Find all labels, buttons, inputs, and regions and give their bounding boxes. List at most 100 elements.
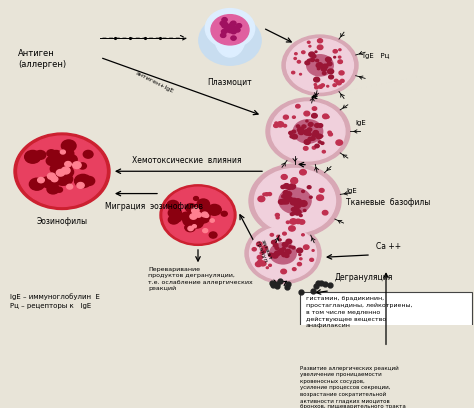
Circle shape <box>286 239 292 244</box>
Circle shape <box>299 220 305 224</box>
Circle shape <box>317 195 324 200</box>
Circle shape <box>310 137 315 140</box>
Circle shape <box>285 196 292 202</box>
Circle shape <box>263 251 265 253</box>
Text: Миграция  эозинофилов: Миграция эозинофилов <box>105 202 203 211</box>
Circle shape <box>55 165 69 176</box>
Circle shape <box>61 140 76 152</box>
Circle shape <box>77 182 84 188</box>
Circle shape <box>67 184 73 189</box>
Circle shape <box>292 199 296 203</box>
Circle shape <box>210 219 214 222</box>
Circle shape <box>292 130 296 133</box>
Circle shape <box>297 262 301 266</box>
Circle shape <box>310 258 313 261</box>
Circle shape <box>303 209 306 211</box>
Circle shape <box>308 133 311 135</box>
Circle shape <box>300 170 306 175</box>
Circle shape <box>29 178 45 190</box>
Circle shape <box>321 142 324 144</box>
Circle shape <box>321 67 327 71</box>
Circle shape <box>197 199 210 209</box>
Circle shape <box>293 135 297 137</box>
Circle shape <box>299 254 301 255</box>
Text: IgE   Рц: IgE Рц <box>363 53 389 60</box>
Circle shape <box>307 60 310 62</box>
Circle shape <box>188 215 199 224</box>
Circle shape <box>237 24 242 28</box>
Circle shape <box>312 107 317 110</box>
Circle shape <box>327 62 332 66</box>
Circle shape <box>281 185 285 188</box>
Circle shape <box>281 252 284 255</box>
Circle shape <box>328 75 334 79</box>
Circle shape <box>303 146 308 150</box>
Circle shape <box>59 166 73 178</box>
Circle shape <box>301 190 304 193</box>
Circle shape <box>296 200 299 203</box>
Circle shape <box>56 187 63 192</box>
Circle shape <box>318 141 321 143</box>
Circle shape <box>221 211 227 216</box>
Circle shape <box>295 219 301 224</box>
Circle shape <box>306 120 308 122</box>
Circle shape <box>222 18 227 22</box>
Circle shape <box>312 115 315 117</box>
Text: IgE – иммуноглобулин  Е
Рц – рецепторы к   IgE: IgE – иммуноглобулин Е Рц – рецепторы к … <box>10 293 100 309</box>
Circle shape <box>277 235 280 237</box>
Circle shape <box>273 244 278 247</box>
Circle shape <box>333 50 337 53</box>
Circle shape <box>283 124 287 127</box>
Circle shape <box>255 262 262 266</box>
Circle shape <box>299 204 302 206</box>
Circle shape <box>289 246 292 248</box>
Circle shape <box>326 57 331 62</box>
Circle shape <box>294 199 301 204</box>
Circle shape <box>311 55 316 58</box>
Circle shape <box>305 130 310 135</box>
Circle shape <box>339 49 341 51</box>
Circle shape <box>328 70 333 73</box>
Circle shape <box>190 213 199 221</box>
Circle shape <box>191 208 199 214</box>
Circle shape <box>304 130 310 135</box>
Circle shape <box>208 204 221 215</box>
Circle shape <box>196 212 210 223</box>
Circle shape <box>59 173 73 185</box>
Circle shape <box>296 104 300 108</box>
Circle shape <box>185 224 195 232</box>
Circle shape <box>339 71 344 75</box>
Circle shape <box>282 248 285 250</box>
Circle shape <box>318 68 319 70</box>
Circle shape <box>309 52 315 57</box>
Circle shape <box>74 174 91 188</box>
Circle shape <box>279 239 281 241</box>
Circle shape <box>57 172 64 177</box>
Circle shape <box>288 187 291 190</box>
Circle shape <box>318 124 323 127</box>
Circle shape <box>322 64 328 69</box>
Circle shape <box>56 169 64 176</box>
Circle shape <box>270 233 273 236</box>
Circle shape <box>262 246 267 251</box>
Circle shape <box>282 252 284 254</box>
Circle shape <box>58 161 72 173</box>
Circle shape <box>318 68 320 69</box>
Circle shape <box>323 114 328 119</box>
Circle shape <box>282 35 358 95</box>
Circle shape <box>336 140 343 145</box>
Circle shape <box>307 55 333 76</box>
Text: Дегрануляция: Дегрануляция <box>335 273 393 282</box>
Circle shape <box>203 211 208 215</box>
Circle shape <box>282 252 285 255</box>
Circle shape <box>190 214 197 219</box>
Circle shape <box>300 214 302 217</box>
Circle shape <box>305 130 310 133</box>
Circle shape <box>163 187 233 243</box>
Circle shape <box>292 116 295 118</box>
Circle shape <box>276 216 279 219</box>
Circle shape <box>282 253 286 257</box>
Circle shape <box>286 221 290 224</box>
Circle shape <box>317 45 323 49</box>
Circle shape <box>48 182 57 188</box>
